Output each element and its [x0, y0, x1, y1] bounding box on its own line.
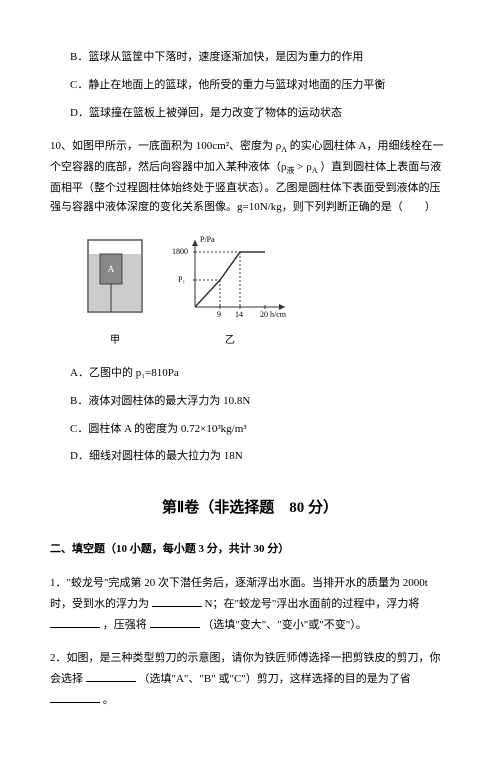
- fill-q1-b: N；在"蛟龙号"浮出水面前的过程中，浮力将: [205, 598, 420, 610]
- q10-option-c: C．圆柱体 A 的密度为 0.72×10³kg/m³: [70, 420, 450, 440]
- blank-2[interactable]: [50, 615, 100, 628]
- fill-q1: 1．"蛟龙号"完成第 20 次下潜任务后，逐渐浮出水面。当排开水的质量为 200…: [50, 574, 450, 635]
- q10-text-c: > ρ: [297, 161, 311, 173]
- svg-text:14: 14: [235, 310, 243, 319]
- figure-yi: P/Pa h/cm 1800 P₁ 9 14 20 乙: [170, 232, 290, 350]
- option-b: B．篮球从篮筐中下落时，速度逐渐加快，是因为重力的作用: [70, 48, 450, 68]
- q10-option-b: B．液体对圆柱体的最大浮力为 10.8N: [70, 392, 450, 412]
- figure-row: A 甲 P/Pa h/cm 1800 P₁ 9 14 20: [80, 232, 450, 350]
- svg-text:9: 9: [217, 310, 221, 319]
- blank-5[interactable]: [50, 690, 100, 703]
- fill-q1-c: ，压强将: [103, 619, 147, 631]
- section-2-title: 第Ⅱ卷（非选择题 80 分）: [50, 495, 450, 522]
- y-tick-1800: 1800: [172, 247, 188, 256]
- option-c: C．静止在地面上的篮球，他所受的重力与篮球对地面的压力平衡: [70, 76, 450, 96]
- figure-jia-label: 甲: [80, 332, 150, 350]
- blank-4[interactable]: [86, 669, 136, 682]
- blank-3[interactable]: [150, 615, 200, 628]
- x-axis-label: h/cm: [270, 310, 287, 319]
- q10-text-a: 10、如图甲所示，一底面积为 100cm²、密度为 ρ: [50, 140, 281, 152]
- figure-jia: A 甲: [80, 232, 150, 350]
- option-d: D．篮球撞在篮板上被弹回，是力改变了物体的运动状态: [70, 104, 450, 124]
- blank-1[interactable]: [152, 594, 202, 607]
- svg-text:A: A: [108, 264, 115, 274]
- fill-q2: 2．如图，是三种类型剪刀的示意图，请你为铁匠师傅选择一把剪铁皮的剪刀，你会选择 …: [50, 649, 450, 710]
- figure-yi-label: 乙: [170, 332, 290, 350]
- fill-blank-title: 二、填空题（10 小题，每小题 3 分，共计 30 分）: [50, 540, 450, 560]
- q10-option-a: A．乙图中的 p₁=810Pa: [70, 364, 450, 384]
- y-tick-p1: P₁: [178, 275, 185, 284]
- fill-q2-b: （选填"A"、"B" 或"C"）剪刀，这样选择的目的是为了省: [139, 673, 411, 685]
- svg-text:20: 20: [260, 310, 268, 319]
- q10-option-d: D．细线对圆柱体的最大拉力为 18N: [70, 447, 450, 467]
- question-10-stem: 10、如图甲所示，一底面积为 100cm²、密度为 ρA 的实心圆柱体 A，用细…: [50, 137, 450, 218]
- y-axis-label: P/Pa: [200, 235, 215, 244]
- fill-q2-c: 。: [103, 694, 114, 706]
- fill-q1-d: （选填"变大"、"变小"或"不变"）。: [202, 619, 366, 631]
